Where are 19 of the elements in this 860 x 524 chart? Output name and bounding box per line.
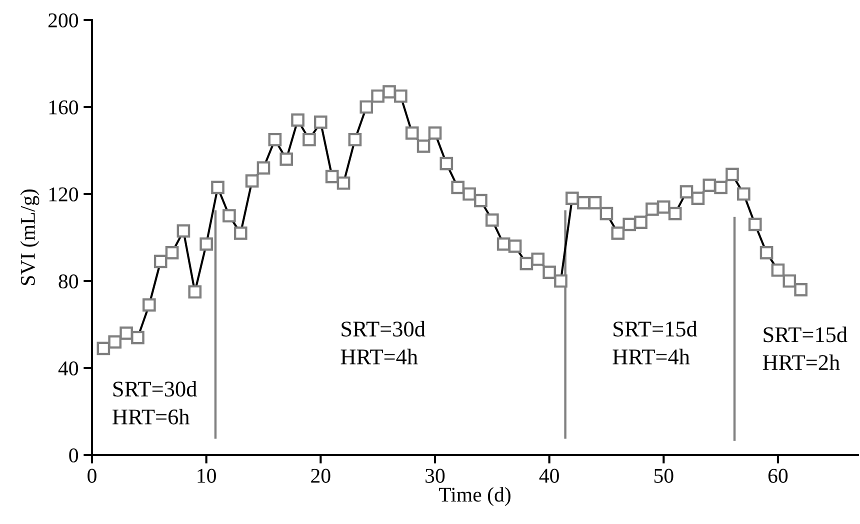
y-tick-label: 80 [58, 274, 78, 288]
x-axis-title: Time (d) [439, 487, 510, 506]
x-tick-label: 10 [198, 468, 216, 483]
annotation: SRT=15d HRT=4h [612, 320, 698, 364]
y-tick-label: 120 [49, 187, 78, 202]
annotation: SRT=30d HRT=4h [340, 320, 426, 364]
x-tick-label: 40 [539, 468, 559, 483]
x-tick-label: 20 [311, 468, 330, 483]
x-tick-label: 50 [654, 468, 674, 483]
x-tick-label: 30 [426, 468, 445, 483]
y-tick-label: 0 [69, 448, 78, 462]
annotation: SRT=30d HRT=6h [112, 380, 197, 424]
y-tick-label: 200 [48, 13, 78, 28]
y-tick-label: 40 [58, 361, 78, 376]
x-tick-label: 0 [88, 468, 96, 483]
y-tick-label: 160 [49, 100, 78, 114]
y-axis-title: SVI (mL/g) [20, 190, 40, 285]
x-tick-label: 60 [768, 468, 788, 483]
annotation: SRT=15d HRT=2h [762, 326, 848, 370]
